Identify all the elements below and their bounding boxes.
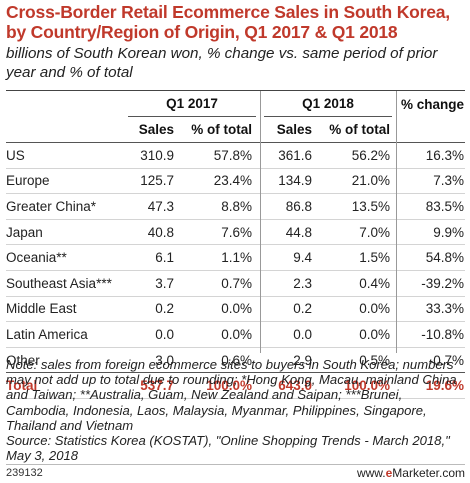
cell-pct-total-2018: 0.0% — [359, 301, 390, 317]
cell-pct-change: 19.6% — [425, 378, 464, 394]
cell-sales-2017: 0.2 — [155, 301, 174, 317]
group-q1-2017: Q1 2017 — [128, 90, 256, 117]
cell-sales-2017: 6.1 — [155, 250, 174, 266]
cell-region: US — [6, 147, 25, 163]
cell-pct-total-2018: 13.5% — [351, 198, 390, 214]
source-text: Source: Statistics Korea (KOSTAT), "Onli… — [6, 433, 450, 464]
cell-sales-2017: 537.7 — [140, 378, 174, 394]
table-row: Other 3.0 0.6% 2.9 0.5% -0.7% — [6, 348, 465, 374]
cell-region: Total — [6, 378, 38, 394]
cell-sales-2017: 310.9 — [140, 147, 174, 163]
table-row-total: Total 537.7 100.0% 643.0 100.0% 19.6% — [6, 373, 465, 399]
header-pct-total-2018: % of total — [329, 122, 390, 137]
cell-sales-2018: 86.8 — [285, 198, 312, 214]
cell-pct-total-2018: 7.0% — [359, 224, 390, 240]
cell-pct-total-2018: 0.4% — [359, 275, 390, 291]
cell-pct-change: -39.2% — [421, 275, 464, 291]
cell-sales-2018: 0.0 — [293, 326, 312, 342]
cell-pct-total-2017: 0.7% — [221, 275, 252, 291]
cell-pct-total-2017: 23.4% — [213, 173, 252, 189]
cell-sales-2018: 9.4 — [293, 250, 312, 266]
table-row: US 310.9 57.8% 361.6 56.2% 16.3% — [6, 143, 465, 169]
header-q1-2017: Q1 2017 — [166, 95, 218, 111]
cell-pct-total-2018: 0.0% — [359, 326, 390, 342]
cell-sales-2017: 0.0 — [155, 326, 174, 342]
cell-sales-2018: 134.9 — [278, 173, 312, 189]
chart-title: Cross-Border Retail Ecommerce Sales in S… — [6, 2, 450, 42]
table-row: Middle East 0.2 0.0% 0.2 0.0% 33.3% — [6, 297, 465, 323]
column-divider-change — [396, 91, 397, 353]
cell-pct-total-2018: 100.0% — [344, 378, 390, 394]
table-row: Greater China* 47.3 8.8% 86.8 13.5% 83.5% — [6, 194, 465, 220]
cell-pct-total-2017: 8.8% — [221, 198, 252, 214]
cell-sales-2018: 361.6 — [278, 147, 312, 163]
cell-pct-total-2017: 0.0% — [221, 301, 252, 317]
cell-pct-change: -0.7% — [428, 352, 464, 368]
table-row: Japan 40.8 7.6% 44.8 7.0% 9.9% — [6, 220, 465, 246]
cell-sales-2017: 47.3 — [147, 198, 174, 214]
footnote: Note: sales from foreign ecommerce sites… — [6, 357, 466, 463]
brand-logo: www.eMarketer.com — [356, 466, 465, 480]
cell-pct-total-2018: 1.5% — [359, 250, 390, 266]
cell-region: Middle East — [6, 301, 77, 317]
cell-sales-2018: 643.0 — [278, 378, 312, 394]
column-divider-2018 — [260, 91, 261, 353]
cell-pct-total-2017: 0.0% — [221, 326, 252, 342]
cell-pct-change: 7.3% — [433, 173, 464, 189]
cell-pct-change: -10.8% — [421, 326, 464, 342]
cell-pct-change: 83.5% — [425, 198, 464, 214]
cell-pct-total-2017: 100.0% — [206, 378, 252, 394]
cell-sales-2018: 0.2 — [293, 301, 312, 317]
header-pct-change: % change — [400, 96, 464, 112]
cell-sales-2018: 2.9 — [293, 352, 312, 368]
cell-pct-total-2017: 57.8% — [213, 147, 252, 163]
table-body: US 310.9 57.8% 361.6 56.2% 16.3% Europe 125.7 23… — [6, 143, 465, 399]
cell-region: Oceania** — [6, 250, 67, 266]
cell-pct-total-2018: 0.5% — [359, 352, 390, 368]
cell-pct-total-2017: 1.1% — [221, 250, 252, 266]
header-q1-2018: Q1 2018 — [302, 95, 354, 111]
cell-pct-change: 54.8% — [425, 250, 464, 266]
cell-region: Southeast Asia*** — [6, 275, 112, 291]
header-sales-2018: Sales — [276, 122, 312, 137]
cell-sales-2017: 40.8 — [147, 224, 174, 240]
cell-sales-2017: 125.7 — [140, 173, 174, 189]
cell-sales-2017: 3.0 — [155, 352, 174, 368]
cell-pct-change: 33.3% — [425, 301, 464, 317]
table-row: Latin America 0.0 0.0% 0.0 0.0% -10.8% — [6, 322, 465, 348]
chart-id: 239132 — [6, 467, 43, 479]
cell-region: Other — [6, 352, 40, 368]
group-q1-2018: Q1 2018 — [264, 90, 392, 117]
header-sales-2017: Sales — [138, 122, 174, 137]
table-header-subcolumns: Sales % of total Sales % of total — [6, 117, 465, 143]
note-text: Note: sales from foreign ecommerce sites… — [6, 357, 457, 433]
cell-region: Europe — [6, 173, 50, 189]
cell-pct-total-2018: 21.0% — [351, 173, 390, 189]
table-row: Southeast Asia*** 3.7 0.7% 2.3 0.4% -39.2% — [6, 271, 465, 297]
table-row: Europe 125.7 23.4% 134.9 21.0% 7.3% — [6, 169, 465, 195]
data-table: Q1 2017 Q1 2018 % change Sales % of tota… — [6, 90, 465, 399]
cell-pct-change: 9.9% — [433, 224, 464, 240]
cell-pct-total-2018: 56.2% — [351, 147, 390, 163]
cell-pct-change: 16.3% — [425, 147, 464, 163]
cell-pct-total-2017: 7.6% — [221, 224, 252, 240]
cell-sales-2017: 3.7 — [155, 275, 174, 291]
table-header-groups: Q1 2017 Q1 2018 % change — [6, 91, 465, 117]
cell-pct-total-2017: 0.6% — [221, 352, 252, 368]
footer: 239132 www.eMarketer.com — [6, 464, 465, 481]
cell-region: Latin America — [6, 326, 88, 342]
chart-subtitle: billions of South Korean won, % change v… — [6, 45, 438, 81]
table-row: Oceania** 6.1 1.1% 9.4 1.5% 54.8% — [6, 245, 465, 271]
cell-sales-2018: 2.3 — [293, 275, 312, 291]
cell-sales-2018: 44.8 — [285, 224, 312, 240]
cell-region: Greater China* — [6, 198, 97, 214]
header-pct-total-2017: % of total — [191, 122, 252, 137]
cell-region: Japan — [6, 224, 43, 240]
